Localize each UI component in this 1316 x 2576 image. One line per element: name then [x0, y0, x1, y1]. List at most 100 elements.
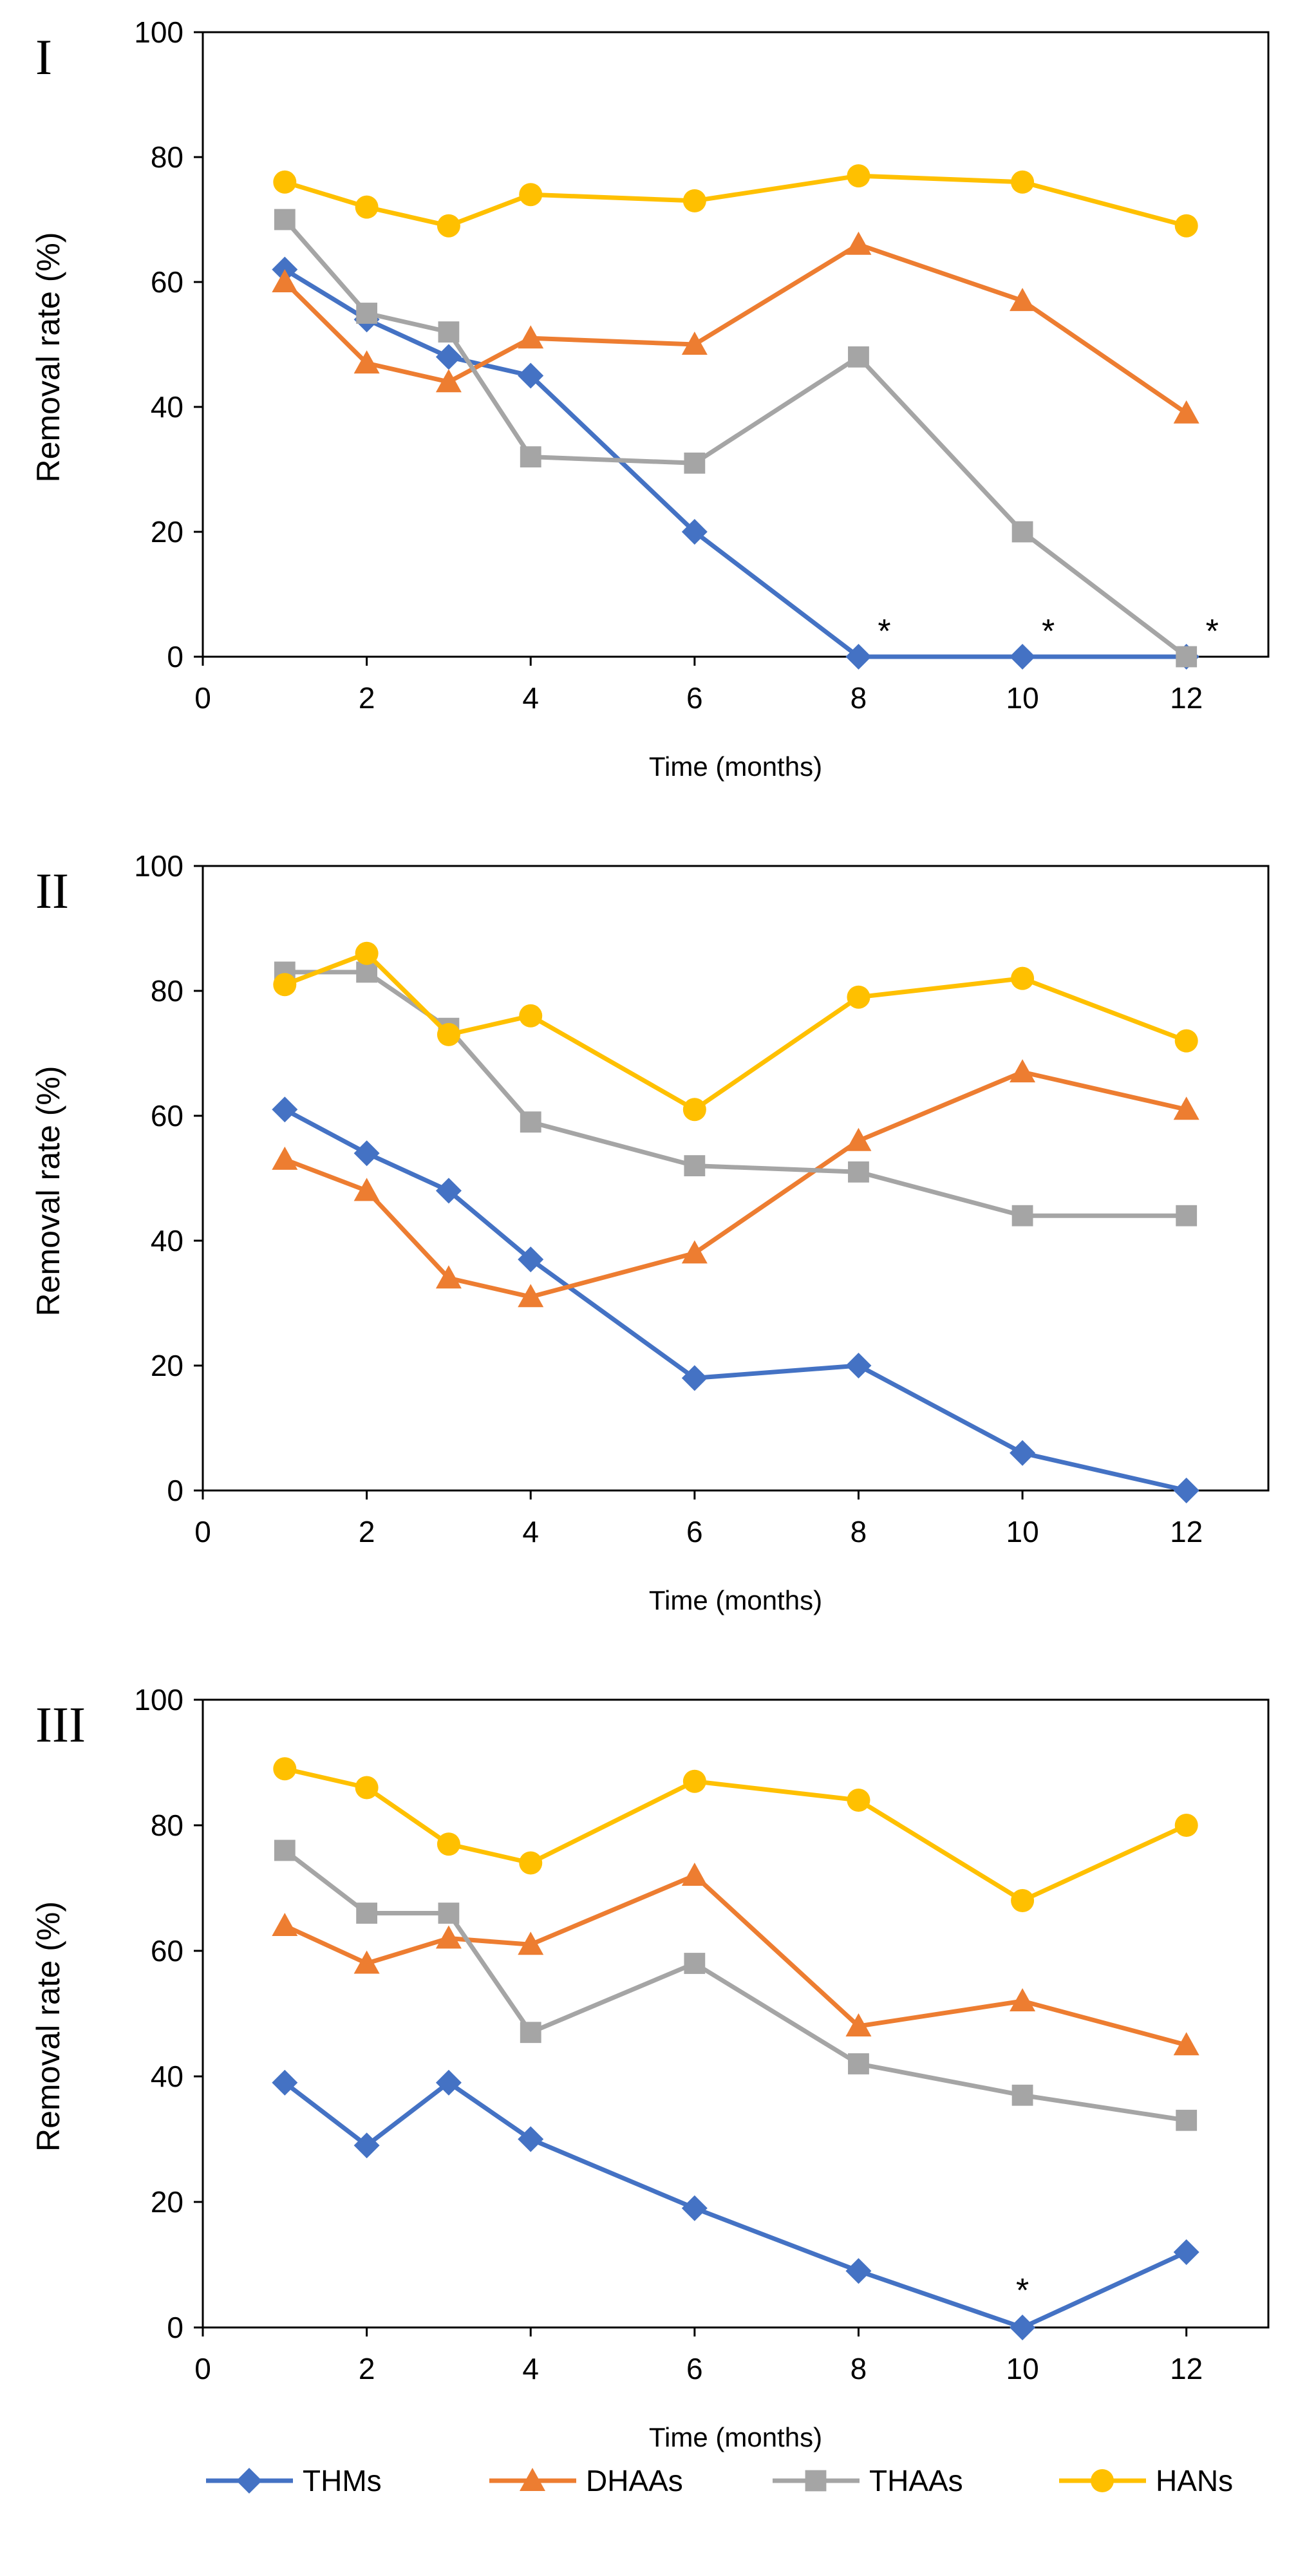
x-tick-label: 0 [194, 1515, 211, 1548]
data-point-thms [1173, 1478, 1199, 1503]
data-point-thms [681, 1365, 708, 1391]
data-point-hans [682, 189, 706, 212]
series-hans [273, 164, 1198, 238]
data-point-thaas [356, 303, 378, 324]
data-point-dhaas [435, 1925, 462, 1949]
y-axis-title: Removal rate (%) [30, 1901, 66, 2152]
data-point-thaas [848, 346, 869, 368]
data-point-dhaas [845, 1127, 872, 1151]
x-tick-label: 10 [1006, 2352, 1039, 2385]
data-point-dhaas [1010, 288, 1036, 312]
data-point-hans [1011, 966, 1035, 990]
data-point-dhaas [1173, 400, 1199, 424]
data-point-hans [1011, 1889, 1035, 1912]
y-tick-label: 60 [151, 1934, 183, 1968]
x-tick-label: 4 [522, 2352, 539, 2385]
panel-label: II [35, 863, 69, 919]
data-point-dhaas [681, 1863, 708, 1886]
data-point-hans [682, 1098, 706, 1122]
legend-item-thaas: THAAs [773, 2464, 963, 2497]
series-dhaas [272, 231, 1199, 424]
y-tick-label: 80 [151, 140, 183, 174]
x-tick-label: 10 [1006, 681, 1039, 715]
data-point-hans [1011, 170, 1035, 194]
data-point-thms [1010, 2315, 1036, 2340]
data-point-dhaas [1173, 2032, 1199, 2056]
data-point-thaas [274, 1839, 296, 1861]
x-tick-label: 0 [194, 2352, 211, 2385]
series-line-hans [284, 173, 1187, 229]
y-tick-label: 40 [151, 2060, 183, 2093]
y-axis-title: Removal rate (%) [30, 232, 66, 483]
panel-label: III [35, 1697, 86, 1753]
data-point-hans [519, 1004, 543, 1028]
data-point-hans [847, 164, 870, 188]
data-point-dhaas [435, 369, 462, 393]
x-tick-label: 2 [359, 2352, 375, 2385]
y-tick-label: 100 [134, 849, 183, 883]
data-point-dhaas [272, 1146, 298, 1170]
series-line-dhaas [283, 242, 1188, 415]
y-tick-label: 40 [151, 1224, 183, 1257]
data-point-thaas [438, 1903, 460, 1924]
data-point-thaas [274, 209, 296, 230]
x-tick-label: 2 [359, 681, 375, 715]
data-point-thaas [1011, 521, 1033, 543]
panel-ii: II 0 20 40 60 80 100 0 2 4 6 8 10 12 Time (months) Remo… [30, 849, 1270, 1615]
y-axis-title: Removal rate (%) [30, 1066, 66, 1317]
series-line-thaas [285, 970, 1187, 1218]
data-point-hans [355, 195, 379, 219]
legend-label: DHAAs [586, 2464, 683, 2497]
data-point-thaas [520, 446, 541, 467]
data-point-dhaas [353, 1178, 380, 1201]
data-point-thms [435, 344, 462, 370]
data-point-thaas [848, 1161, 869, 1183]
data-point-thaas [684, 1155, 706, 1176]
annotation-asterisk: * [878, 613, 890, 650]
annotation-asterisk: * [1042, 613, 1055, 650]
data-point-thms [845, 2258, 872, 2284]
data-point-thaas [1011, 1205, 1033, 1227]
series-thms [272, 2069, 1199, 2340]
data-point-hans [437, 1832, 460, 1856]
x-tick-label: 12 [1170, 681, 1203, 715]
data-point-dhaas [435, 1265, 462, 1289]
legend-label: HANs [1156, 2464, 1233, 2497]
x-tick-label: 8 [851, 1515, 867, 1548]
x-tick-label: 4 [522, 1515, 539, 1548]
data-point-dhaas [518, 1932, 544, 1955]
plot-area [202, 1698, 1270, 2329]
x-tick-label: 6 [686, 2352, 703, 2385]
y-tick-label: 20 [151, 1349, 183, 1382]
data-point-thms [1010, 644, 1036, 670]
y-tick-label: 60 [151, 265, 183, 299]
data-point-thms [435, 2069, 462, 2096]
data-point-thms [681, 519, 708, 545]
x-axis-title: Time (months) [649, 1585, 822, 1615]
data-point-hans [682, 1769, 706, 1793]
series-thaas [274, 209, 1198, 668]
series-dhaas [272, 1059, 1199, 1308]
data-point-hans [1174, 1029, 1198, 1053]
legend-marker-hans [1091, 2469, 1114, 2492]
data-point-thaas [356, 1903, 378, 1924]
data-point-hans [273, 170, 297, 194]
series-line-thms [283, 2080, 1188, 2330]
data-point-thms [353, 1140, 380, 1167]
y-tick-label: 100 [134, 15, 183, 49]
series-thaas [274, 961, 1198, 1227]
y-tick-label: 40 [151, 390, 183, 424]
data-point-thaas [1011, 2084, 1033, 2106]
data-point-thms [518, 1246, 544, 1273]
series-line-dhaas [283, 1873, 1187, 2047]
x-tick-label: 6 [686, 681, 703, 715]
data-point-hans [519, 1851, 543, 1875]
data-point-thms [681, 2195, 708, 2221]
data-point-hans [355, 941, 379, 965]
legend-marker-thms [236, 2468, 262, 2494]
y-tick-label: 0 [167, 1474, 183, 1507]
data-point-thaas [1176, 2109, 1198, 2131]
data-point-hans [437, 214, 460, 238]
series-hans [273, 941, 1198, 1122]
